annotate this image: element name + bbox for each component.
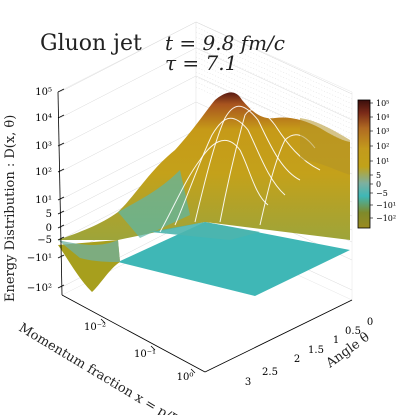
tau-annotation: τ = 7.1 — [165, 51, 237, 75]
colorbar-tick-label: 10² — [376, 142, 389, 151]
y-axis-line — [204, 299, 353, 373]
colorbar-tick-label: −5 — [376, 189, 388, 198]
z-tick-label: −10² — [27, 283, 52, 294]
y-tick-label: 0 — [367, 317, 373, 328]
surface-plot — [58, 92, 350, 296]
z-axis-label: Energy Distribution : D(x, θ) — [3, 115, 18, 302]
contour-line — [174, 117, 286, 226]
contour-line — [194, 105, 301, 223]
x-tick-labels: 10⁻² 10⁻¹ 10⁰ — [84, 322, 193, 383]
y-tick-label: 2 — [294, 354, 300, 365]
x-axis-line — [61, 294, 206, 373]
colorbar-tick-label: 10⁵ — [376, 99, 389, 108]
y-tick-label: 0.5 — [345, 326, 361, 337]
z-tick-label: −5 — [37, 235, 52, 246]
x-tick — [100, 318, 106, 324]
z-tick — [57, 236, 65, 241]
surface-trough-edge — [58, 240, 120, 262]
y-tick-label: 1 — [333, 335, 339, 346]
z-tick — [57, 142, 65, 147]
axes — [57, 88, 353, 374]
colorbar-tick-label: 5 — [376, 171, 381, 180]
y-tick-labels: 0 0.5 1 1.5 2 2.5 3 — [245, 317, 373, 388]
z-tick — [57, 210, 65, 215]
surface-floor — [118, 222, 350, 296]
z-gridline-left — [59, 47, 197, 119]
x-tick-label: 10⁰ — [177, 372, 194, 383]
y-tick-label: 1.5 — [308, 345, 324, 356]
surface-mid — [150, 222, 260, 240]
z-gridline-right — [195, 21, 353, 95]
chart-title: Gluon jet — [40, 31, 142, 56]
y-tick-label: 3 — [245, 377, 251, 388]
y-tick-label: 2.5 — [262, 367, 278, 378]
z-tick-label: 10¹ — [35, 195, 52, 206]
z-tick — [57, 168, 65, 173]
z-tick — [57, 114, 65, 119]
surface-flank — [118, 170, 190, 238]
z-tick-label: 10³ — [35, 141, 52, 152]
z-tick-label: −10¹ — [27, 253, 52, 264]
z-tick-labels: 10⁵ 10⁴ 10³ 10² 10¹ 5 0−5 −10¹ −10² — [27, 87, 52, 294]
colorbar-tick-label: −10¹ — [376, 201, 396, 210]
z-tick — [57, 284, 65, 289]
z-gridline-right — [195, 47, 353, 121]
colorbar-tick-labels: 10⁵ 10⁴ 10³ 10² 10¹ 50−5 −10¹ −10² — [376, 99, 396, 223]
x-axis-label: Momentum fraction x = p/E — [16, 321, 181, 415]
surface-ridge — [58, 92, 350, 240]
z-tick-label: 10⁴ — [35, 113, 52, 124]
z-gridline-left — [59, 21, 197, 93]
contour-line — [219, 108, 321, 223]
colorbar-tick-label: −10² — [376, 214, 396, 223]
z-tick-label: 10⁵ — [35, 87, 52, 98]
z-gridline-left — [59, 101, 197, 173]
z-gridline-left — [59, 129, 197, 201]
z-gridline-left — [59, 75, 197, 147]
z-tick-label: 5 — [46, 209, 52, 220]
colorbar-tick-label: 10⁴ — [376, 113, 389, 122]
z-axis-line — [57, 91, 63, 296]
x-tick-label: 10⁻² — [84, 322, 106, 333]
z-tick — [57, 88, 65, 93]
z-tick — [57, 196, 65, 201]
colorbar-tick-label: 10¹ — [376, 157, 389, 166]
colorbar-gradient — [357, 99, 371, 229]
x-tick — [190, 368, 196, 374]
z-tick — [57, 254, 65, 259]
surface-right-band — [300, 118, 350, 175]
colorbar — [357, 99, 373, 229]
time-annotation: t = 9.8 fm/c — [165, 31, 285, 55]
x-tick — [150, 345, 156, 351]
x-tick-label: 10⁻¹ — [134, 349, 156, 360]
colorbar-tick-label: 0 — [376, 180, 381, 189]
z-tick-label: 0 — [46, 223, 52, 234]
colorbar-tick-label: 10³ — [376, 127, 389, 136]
z-tick — [57, 224, 65, 229]
z-tick-label: 10² — [35, 167, 52, 178]
